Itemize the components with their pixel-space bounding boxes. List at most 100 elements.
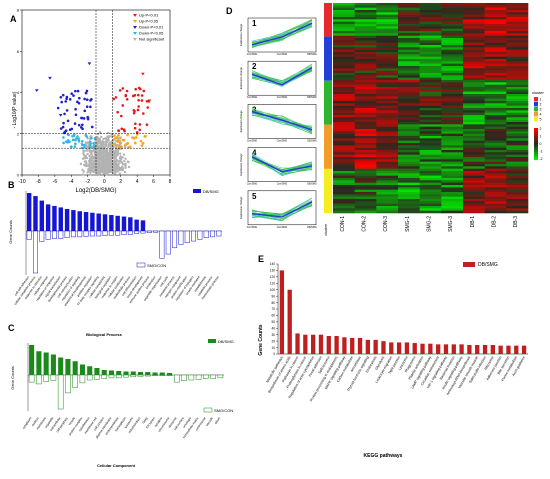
volcano-point-ns [99, 168, 103, 171]
heatmap-cell [333, 210, 355, 214]
heatmap-cell [398, 119, 420, 123]
volcano-point-p01 [74, 89, 77, 93]
heatmap-cell [441, 140, 464, 144]
heatmap-cell [441, 26, 464, 29]
heatmap-cell [333, 47, 355, 50]
heatmap-cell [463, 49, 485, 53]
heatmap-cell [376, 59, 399, 62]
heatmap-cell [419, 175, 442, 179]
heatmap-cell [484, 89, 507, 92]
kegg-y-tick-label: 80 [271, 301, 275, 305]
heatmap-cell [354, 66, 377, 69]
heatmap-cell [398, 98, 420, 102]
heatmap-cell [333, 154, 355, 158]
heatmap-cell [376, 35, 399, 39]
heatmap-cell [333, 122, 355, 125]
heatmap-cell [463, 140, 485, 144]
bp-legend-top-swatch [193, 189, 201, 193]
go-up-bar [87, 366, 93, 375]
go-category-label: Golgi [141, 416, 148, 424]
heatmap-cell [398, 103, 420, 106]
heatmap-cell [463, 115, 485, 118]
panel-e-kegg: E 0102030405060708090100110120130140Meta… [258, 254, 528, 459]
heatmap-cell [333, 126, 355, 130]
volcano-point-p05 [117, 146, 121, 150]
kegg-y-tick-label: 20 [271, 339, 275, 343]
heatmap-cell [441, 68, 464, 71]
heatmap-cell [376, 42, 399, 46]
bp-legend-bottom-swatch [136, 262, 146, 268]
heatmap-cell [484, 208, 507, 211]
heatmap-cell [333, 89, 355, 92]
heatmap-cell [506, 168, 529, 172]
kegg-y-tick-label: 90 [271, 294, 275, 298]
heatmap-cell [484, 117, 507, 120]
heatmap-cell [506, 201, 529, 204]
heatmap-cell [506, 199, 529, 202]
heatmap-cell [506, 59, 529, 62]
cc-xlabel: Cellular Component [97, 463, 136, 468]
heatmap-cell [484, 112, 507, 116]
heatmap-cell [506, 145, 529, 148]
heatmap-column-label: CON-1 [340, 216, 346, 232]
volcano-legend-label: Down-P<0.05 [139, 31, 164, 36]
go-down-bar [115, 230, 121, 236]
volcano-point-p01 [145, 99, 149, 103]
heatmap-cell [484, 12, 507, 15]
heatmap-cell [354, 49, 377, 53]
heatmap-cell [398, 145, 420, 148]
heatmap-cell [441, 47, 464, 50]
heatmap-cell [354, 166, 377, 169]
go-down-bar [144, 374, 151, 377]
heatmap-cell [333, 63, 355, 67]
heatmap-cell [398, 3, 420, 6]
heatmap-cell [441, 175, 464, 179]
heatmap-cell [354, 208, 377, 211]
volcano-point-p01 [135, 131, 139, 134]
volcano-point-ns [82, 152, 85, 155]
heatmap-cell [463, 12, 485, 15]
volcano-point-p01 [142, 112, 145, 115]
volcano-point-ns [102, 143, 106, 146]
volcano-point-ns [105, 137, 108, 141]
heatmap-cell [441, 66, 464, 69]
heatmap-cell [506, 49, 529, 53]
volcano-point-p01 [142, 89, 146, 93]
heatmap-cell [354, 101, 377, 104]
volcano-point-ns [82, 149, 85, 152]
heatmap-cell [506, 110, 529, 113]
heatmap-cell [463, 119, 485, 123]
volcano-point-p01 [62, 121, 65, 125]
heatmap-cell [398, 10, 420, 13]
volcano-point-ns [81, 168, 84, 171]
heatmap-cell [506, 87, 529, 90]
go-up-bar [94, 368, 100, 375]
heatmap-cell [333, 131, 355, 134]
volcano-x-tick-label: 6 [152, 179, 155, 185]
heatmap-cell [333, 180, 355, 183]
heatmap-cell [398, 115, 420, 118]
heatmap-cell [506, 68, 529, 71]
heatmap-cell [484, 196, 507, 200]
volcano-y-tick-label: 0 [17, 173, 20, 178]
volcano-point-ns [104, 172, 108, 176]
heatmap-cell [463, 3, 485, 6]
heatmap-cell [376, 5, 399, 8]
volcano-point-p01 [74, 107, 77, 111]
heatmap-cell [333, 82, 355, 85]
volcano-point-ns [118, 156, 122, 160]
heatmap-cell [484, 143, 507, 146]
heatmap-cell [354, 161, 377, 165]
kegg-y-tick-label: 70 [271, 307, 275, 311]
heatmap-cell [484, 59, 507, 62]
volcano-point-p01 [112, 97, 116, 101]
kegg-bar [396, 342, 402, 354]
trend-x-tick: DB/SMG [307, 53, 317, 56]
heatmap-cell [354, 12, 377, 15]
volcano-point-ns [100, 158, 103, 161]
volcano-point-ns [98, 149, 101, 152]
heatmap-cell [419, 206, 442, 209]
trend-x-tick: DB/SMG [307, 183, 317, 186]
kegg-bar [420, 343, 425, 354]
